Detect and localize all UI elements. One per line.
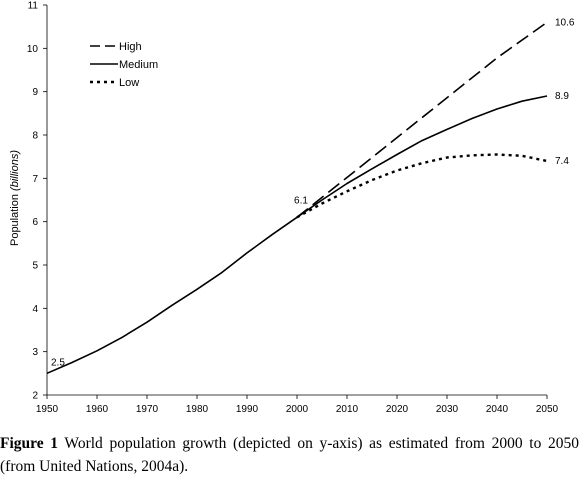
data-label: 2.5 <box>51 357 65 368</box>
y-tick-label: 3 <box>32 347 38 358</box>
series-line-historical <box>46 216 298 375</box>
series-line-high <box>296 21 548 218</box>
y-tick-label: 11 <box>28 1 39 12</box>
y-axis-ticks: 2 3 4 5 6 7 8 9 10 11 <box>27 1 47 402</box>
x-tick-label: 1950 <box>36 404 59 415</box>
x-tick-label: 2010 <box>336 404 359 415</box>
x-tick-label: 1980 <box>186 404 209 415</box>
figure-caption-text: World population growth (depicted on y-a… <box>0 435 579 475</box>
data-label: 10.6 <box>555 17 575 28</box>
y-tick-label: 2 <box>32 391 38 402</box>
y-tick-label: 7 <box>32 174 38 185</box>
figure-caption: Figure 1 World population growth (depict… <box>0 432 579 478</box>
legend-label-low: Low <box>119 77 139 89</box>
x-tick-label: 1990 <box>236 404 259 415</box>
y-tick-label: 10 <box>27 44 39 55</box>
y-axis-label: Population (billions) <box>9 150 21 246</box>
y-tick-label: 6 <box>32 217 38 228</box>
x-tick-label: 2030 <box>436 404 459 415</box>
data-label: 7.4 <box>555 156 569 167</box>
x-tick-label: 2050 <box>536 404 559 415</box>
y-axis-label-unit: (billions) <box>9 150 21 191</box>
legend-label-high: High <box>119 41 142 53</box>
series-line-low <box>296 153 548 219</box>
y-tick-label: 5 <box>32 261 38 272</box>
x-tick-label: 1960 <box>86 404 109 415</box>
chart-legend: High Medium Low <box>90 41 158 89</box>
series-layer <box>46 21 548 375</box>
data-annotations: 2.5 6.1 10.6 8.9 7.4 <box>51 17 575 368</box>
y-tick-label: 9 <box>32 87 38 98</box>
population-chart: 1950 1960 1970 1980 1990 2000 2010 2020 2030 2040… <box>9 1 575 416</box>
figure-label: Figure 1 <box>0 435 59 452</box>
x-tick-label: 2040 <box>486 404 509 415</box>
data-label: 6.1 <box>294 195 308 206</box>
y-tick-label: 8 <box>32 131 38 142</box>
x-tick-label: 1970 <box>136 404 159 415</box>
legend-label-medium: Medium <box>119 59 158 71</box>
x-tick-label: 2000 <box>286 404 309 415</box>
x-axis-ticks: 1950 1960 1970 1980 1990 2000 2010 2020 2030 2040… <box>36 395 559 415</box>
y-axis-label-text: Population <box>9 194 21 246</box>
series-line-medium <box>296 95 548 218</box>
y-tick-label: 4 <box>32 304 38 315</box>
data-label: 8.9 <box>555 91 569 102</box>
x-tick-label: 2020 <box>386 404 409 415</box>
